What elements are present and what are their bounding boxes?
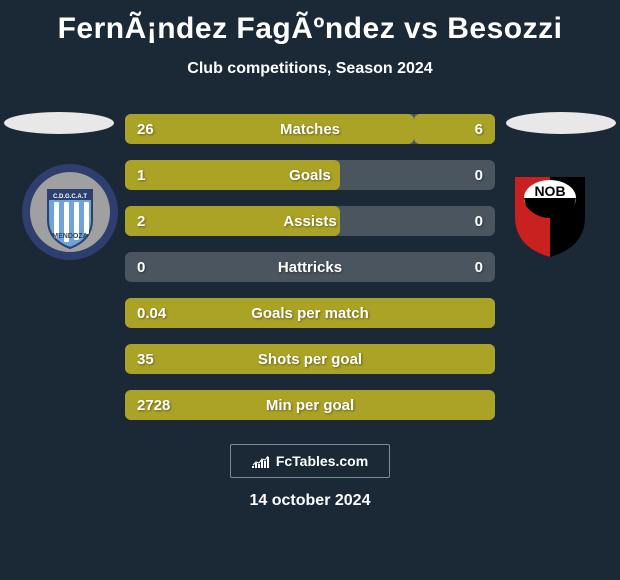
stat-row: 20Assists <box>125 206 495 236</box>
svg-text:NOB: NOB <box>534 183 565 199</box>
stat-fill-full <box>125 344 495 374</box>
stat-value-left: 0 <box>137 252 145 282</box>
player-right-ellipse <box>506 112 616 134</box>
stat-row: 10Goals <box>125 160 495 190</box>
stat-bars: 266Matches10Goals20Assists00Hattricks0.0… <box>125 114 495 420</box>
brand-icon <box>252 454 272 468</box>
stat-row: 0 0Hattricks <box>125 252 495 282</box>
stat-fill-full <box>125 298 495 328</box>
stat-row: 266Matches <box>125 114 495 144</box>
stat-value-right: 0 <box>475 206 483 236</box>
team-left-logo: C.D.G.C.A.T MENDOZA <box>20 162 120 262</box>
svg-text:MENDOZA: MENDOZA <box>52 233 87 240</box>
team-right-logo: NOB <box>500 162 600 262</box>
svg-text:C.D.G.C.A.T: C.D.G.C.A.T <box>53 194 87 200</box>
stat-fill-full <box>125 390 495 420</box>
stat-row: 0.04Goals per match <box>125 298 495 328</box>
stat-row: 2728Min per goal <box>125 390 495 420</box>
subtitle: Club competitions, Season 2024 <box>0 60 620 78</box>
stat-fill-left <box>125 206 340 236</box>
player-left-ellipse <box>4 112 114 134</box>
stat-fill-left <box>125 160 340 190</box>
stat-label: Hattricks <box>125 252 495 282</box>
date: 14 october 2024 <box>0 492 620 510</box>
stat-value-right: 0 <box>475 252 483 282</box>
page-title: FernÃ¡ndez FagÃºndez vs Besozzi <box>0 0 620 46</box>
stat-row: 35Shots per goal <box>125 344 495 374</box>
brand-text: FcTables.com <box>276 453 368 469</box>
comparison-area: C.D.G.C.A.T MENDOZA NOB 266Matches 10Goal… <box>0 114 620 420</box>
stat-fill-right <box>414 114 495 144</box>
brand-box: FcTables.com <box>230 444 390 478</box>
stat-value-right: 0 <box>475 160 483 190</box>
stat-fill-left <box>125 114 414 144</box>
